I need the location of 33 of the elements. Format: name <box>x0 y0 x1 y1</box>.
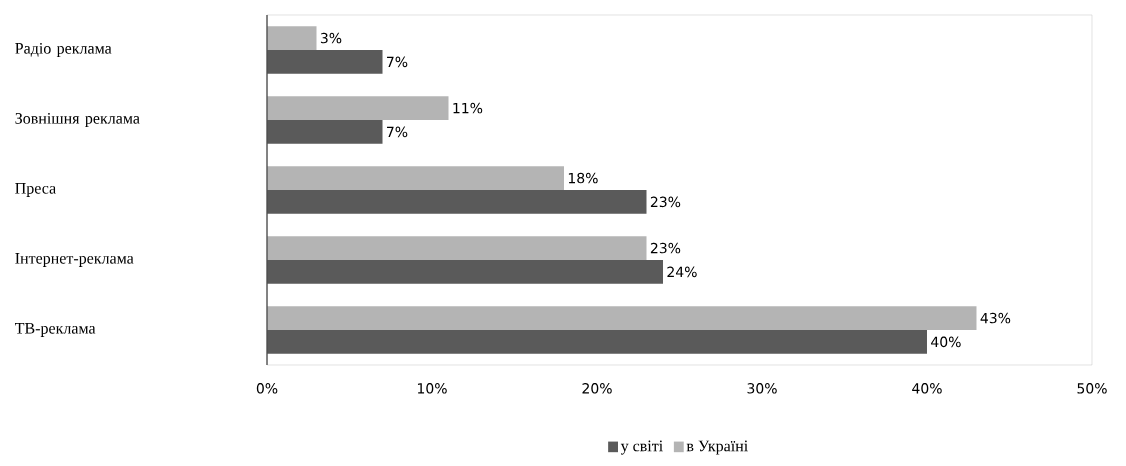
x-tick-label: 30% <box>747 383 777 394</box>
y-tick-label: ТВ-реклама <box>15 323 96 337</box>
bar <box>267 306 977 330</box>
y-tick-label: Зовнішня реклама <box>15 112 140 127</box>
y-tick-label: Преса <box>15 183 56 197</box>
data-label: 7% <box>387 56 408 68</box>
bar <box>267 119 383 144</box>
data-label: 40% <box>931 336 961 348</box>
bar <box>267 96 449 120</box>
data-label: 23% <box>650 196 681 208</box>
x-tick-label: 40% <box>912 383 942 394</box>
bar <box>267 49 383 74</box>
x-tick-label: 0% <box>256 383 278 394</box>
bar <box>267 259 663 284</box>
y-tick-label: Радіо реклама <box>15 42 112 57</box>
bar <box>267 166 565 190</box>
bar <box>267 26 317 50</box>
bar <box>267 329 927 354</box>
legend-label: в Україні <box>686 440 748 455</box>
bar <box>267 236 647 260</box>
data-label: 18% <box>568 172 598 184</box>
data-label: 7% <box>387 126 408 138</box>
data-label: 11% <box>453 102 483 114</box>
x-tick-label: 20% <box>582 383 612 394</box>
x-tick-label: 50% <box>1077 383 1107 394</box>
bar <box>267 189 647 214</box>
data-label: 23% <box>650 242 681 254</box>
y-tick-label: Інтернет-реклама <box>15 253 134 267</box>
x-tick-label: 10% <box>417 383 447 394</box>
data-label: 43% <box>980 312 1011 324</box>
legend-label: у світі <box>620 440 663 455</box>
data-label: 24% <box>667 266 697 278</box>
data-label: 3% <box>320 32 342 44</box>
